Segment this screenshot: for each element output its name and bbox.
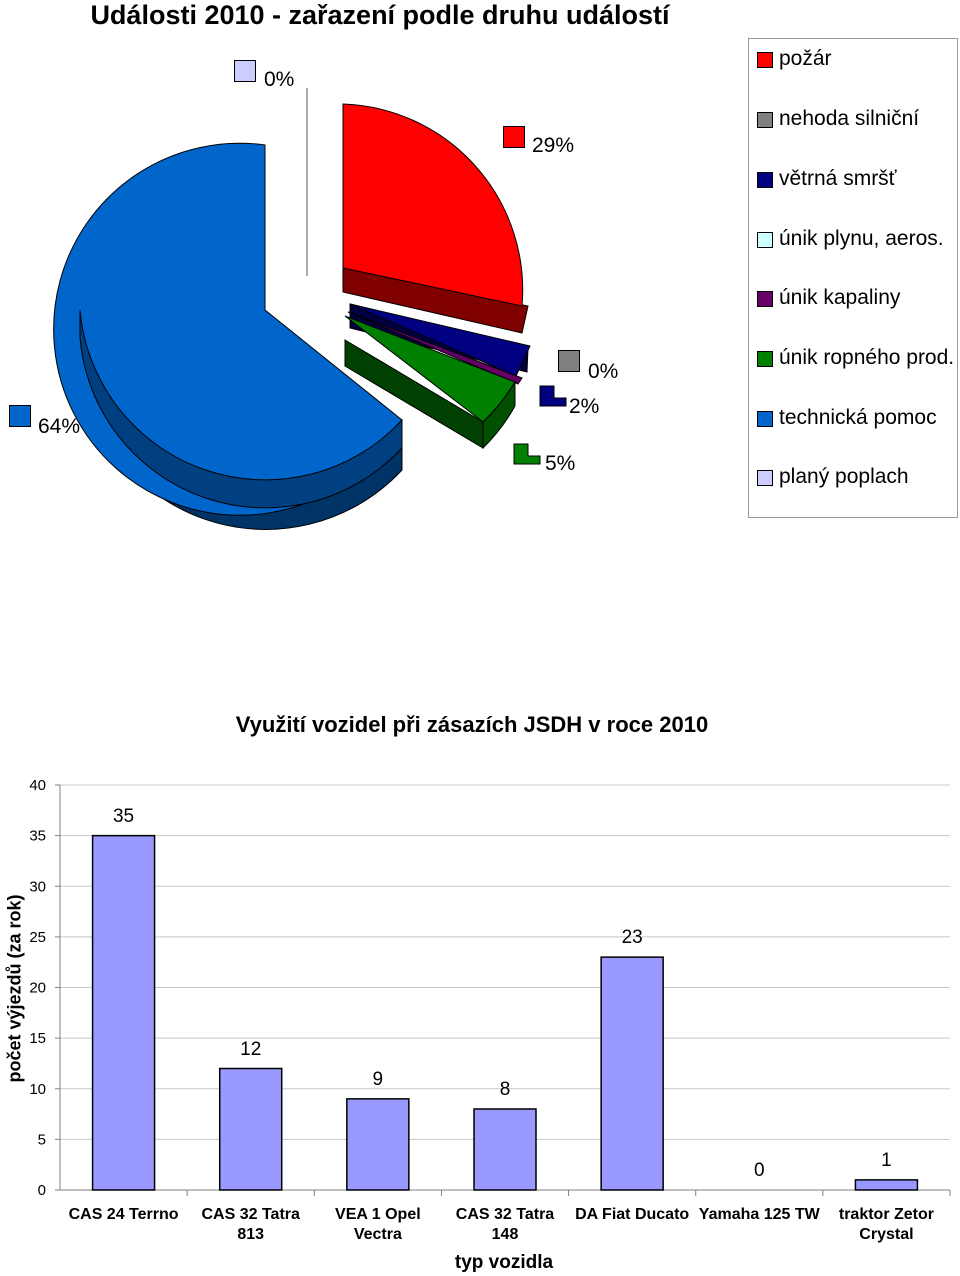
bar-chart-title: Využití vozidel při zásazích JSDH v roce… bbox=[235, 712, 709, 737]
bar-value-label: 0 bbox=[753, 1160, 765, 1181]
legend-label: únik plynu, aeros. bbox=[779, 227, 944, 250]
bar bbox=[600, 956, 664, 1191]
label-swatch-pozar bbox=[503, 126, 525, 148]
bar bbox=[473, 1108, 537, 1191]
label-marker-vetrna bbox=[539, 385, 567, 407]
pie-slice-unik-ropneho bbox=[344, 315, 516, 450]
y-tick-label: 25 bbox=[29, 929, 46, 946]
pie-label-vetrna: 2% bbox=[569, 395, 600, 418]
bar-value-label: 1 bbox=[881, 1149, 892, 1171]
bar-value-label: 9 bbox=[372, 1068, 384, 1090]
y-tick-label: 30 bbox=[29, 878, 46, 895]
x-category-label: Yamaha 125 TW bbox=[698, 1206, 820, 1223]
label-swatch-technicka bbox=[9, 405, 31, 427]
legend-swatch bbox=[757, 172, 773, 188]
pie-label-pozar: 29% bbox=[532, 134, 575, 157]
bar-value-label: 23 bbox=[621, 927, 643, 949]
x-category-label: CAS 32 Tatra 813 bbox=[201, 1206, 300, 1243]
bar-value-label: 8 bbox=[499, 1079, 511, 1100]
pie-label-technicka: 64% bbox=[38, 415, 81, 438]
y-axis-title: počet výjezdů (za rok) bbox=[4, 894, 25, 1083]
bar bbox=[218, 1067, 283, 1191]
bar-value-label: 35 bbox=[112, 805, 135, 827]
pie-slice-pozar bbox=[342, 103, 529, 334]
pie-slice-unik-kapaliny bbox=[347, 311, 523, 385]
pie-label-ropne: 5% bbox=[545, 452, 576, 475]
legend-label: únik kapaliny bbox=[779, 286, 901, 309]
bar bbox=[91, 834, 156, 1191]
legend-swatch bbox=[757, 291, 773, 307]
y-tick-label: 40 bbox=[29, 777, 46, 794]
legend-label: požár bbox=[779, 47, 832, 70]
legend-swatch bbox=[757, 470, 773, 486]
y-tick-label: 0 bbox=[38, 1182, 46, 1199]
x-category-label: DA Fiat Ducato bbox=[575, 1206, 690, 1223]
x-category-label: CAS 32 Tatra 148 bbox=[455, 1206, 555, 1243]
legend-swatch bbox=[757, 52, 773, 68]
pie-label-nehoda: 0% bbox=[588, 360, 619, 383]
legend-label: větrná smršť bbox=[779, 167, 897, 190]
legend-label: únik ropného prod. bbox=[779, 346, 955, 369]
label-marker-ropne bbox=[513, 443, 541, 465]
legend-swatch bbox=[757, 411, 773, 427]
y-tick-label: 20 bbox=[29, 980, 46, 997]
legend-swatch bbox=[757, 351, 773, 367]
pie-slice-technicka-pomoc bbox=[53, 142, 403, 530]
pie-label-plany: 0% bbox=[264, 68, 295, 91]
x-category-label: VEA 1 Opel Vectra bbox=[335, 1206, 421, 1243]
legend-label: nehoda silniční bbox=[779, 107, 920, 130]
bar bbox=[346, 1098, 410, 1191]
y-tick-label: 10 bbox=[29, 1081, 46, 1098]
y-tick-label: 15 bbox=[29, 1030, 46, 1047]
pie-legend: požár nehoda silniční větrná smršť únik … bbox=[748, 38, 958, 518]
label-swatch-plany bbox=[234, 60, 256, 82]
pie-chart-title: Události 2010 - zařazení podle druhu udá… bbox=[90, 0, 670, 30]
legend-label: technická pomoc bbox=[779, 406, 937, 429]
legend-swatch bbox=[757, 112, 773, 128]
legend-label: planý poplach bbox=[779, 465, 909, 488]
y-tick-label: 5 bbox=[38, 1131, 46, 1148]
pie-slice-vetrna-smrst bbox=[349, 303, 531, 377]
x-category-label: traktor Zetor Crystal bbox=[838, 1206, 934, 1243]
x-category-label: CAS 24 Terrno bbox=[68, 1206, 179, 1223]
x-axis-title: typ vozidla bbox=[454, 1252, 554, 1273]
y-tick-label: 35 bbox=[29, 828, 46, 845]
bar bbox=[854, 1179, 919, 1191]
label-swatch-nehoda bbox=[558, 350, 580, 372]
bar-value-label: 12 bbox=[240, 1038, 262, 1060]
legend-swatch bbox=[757, 232, 773, 248]
